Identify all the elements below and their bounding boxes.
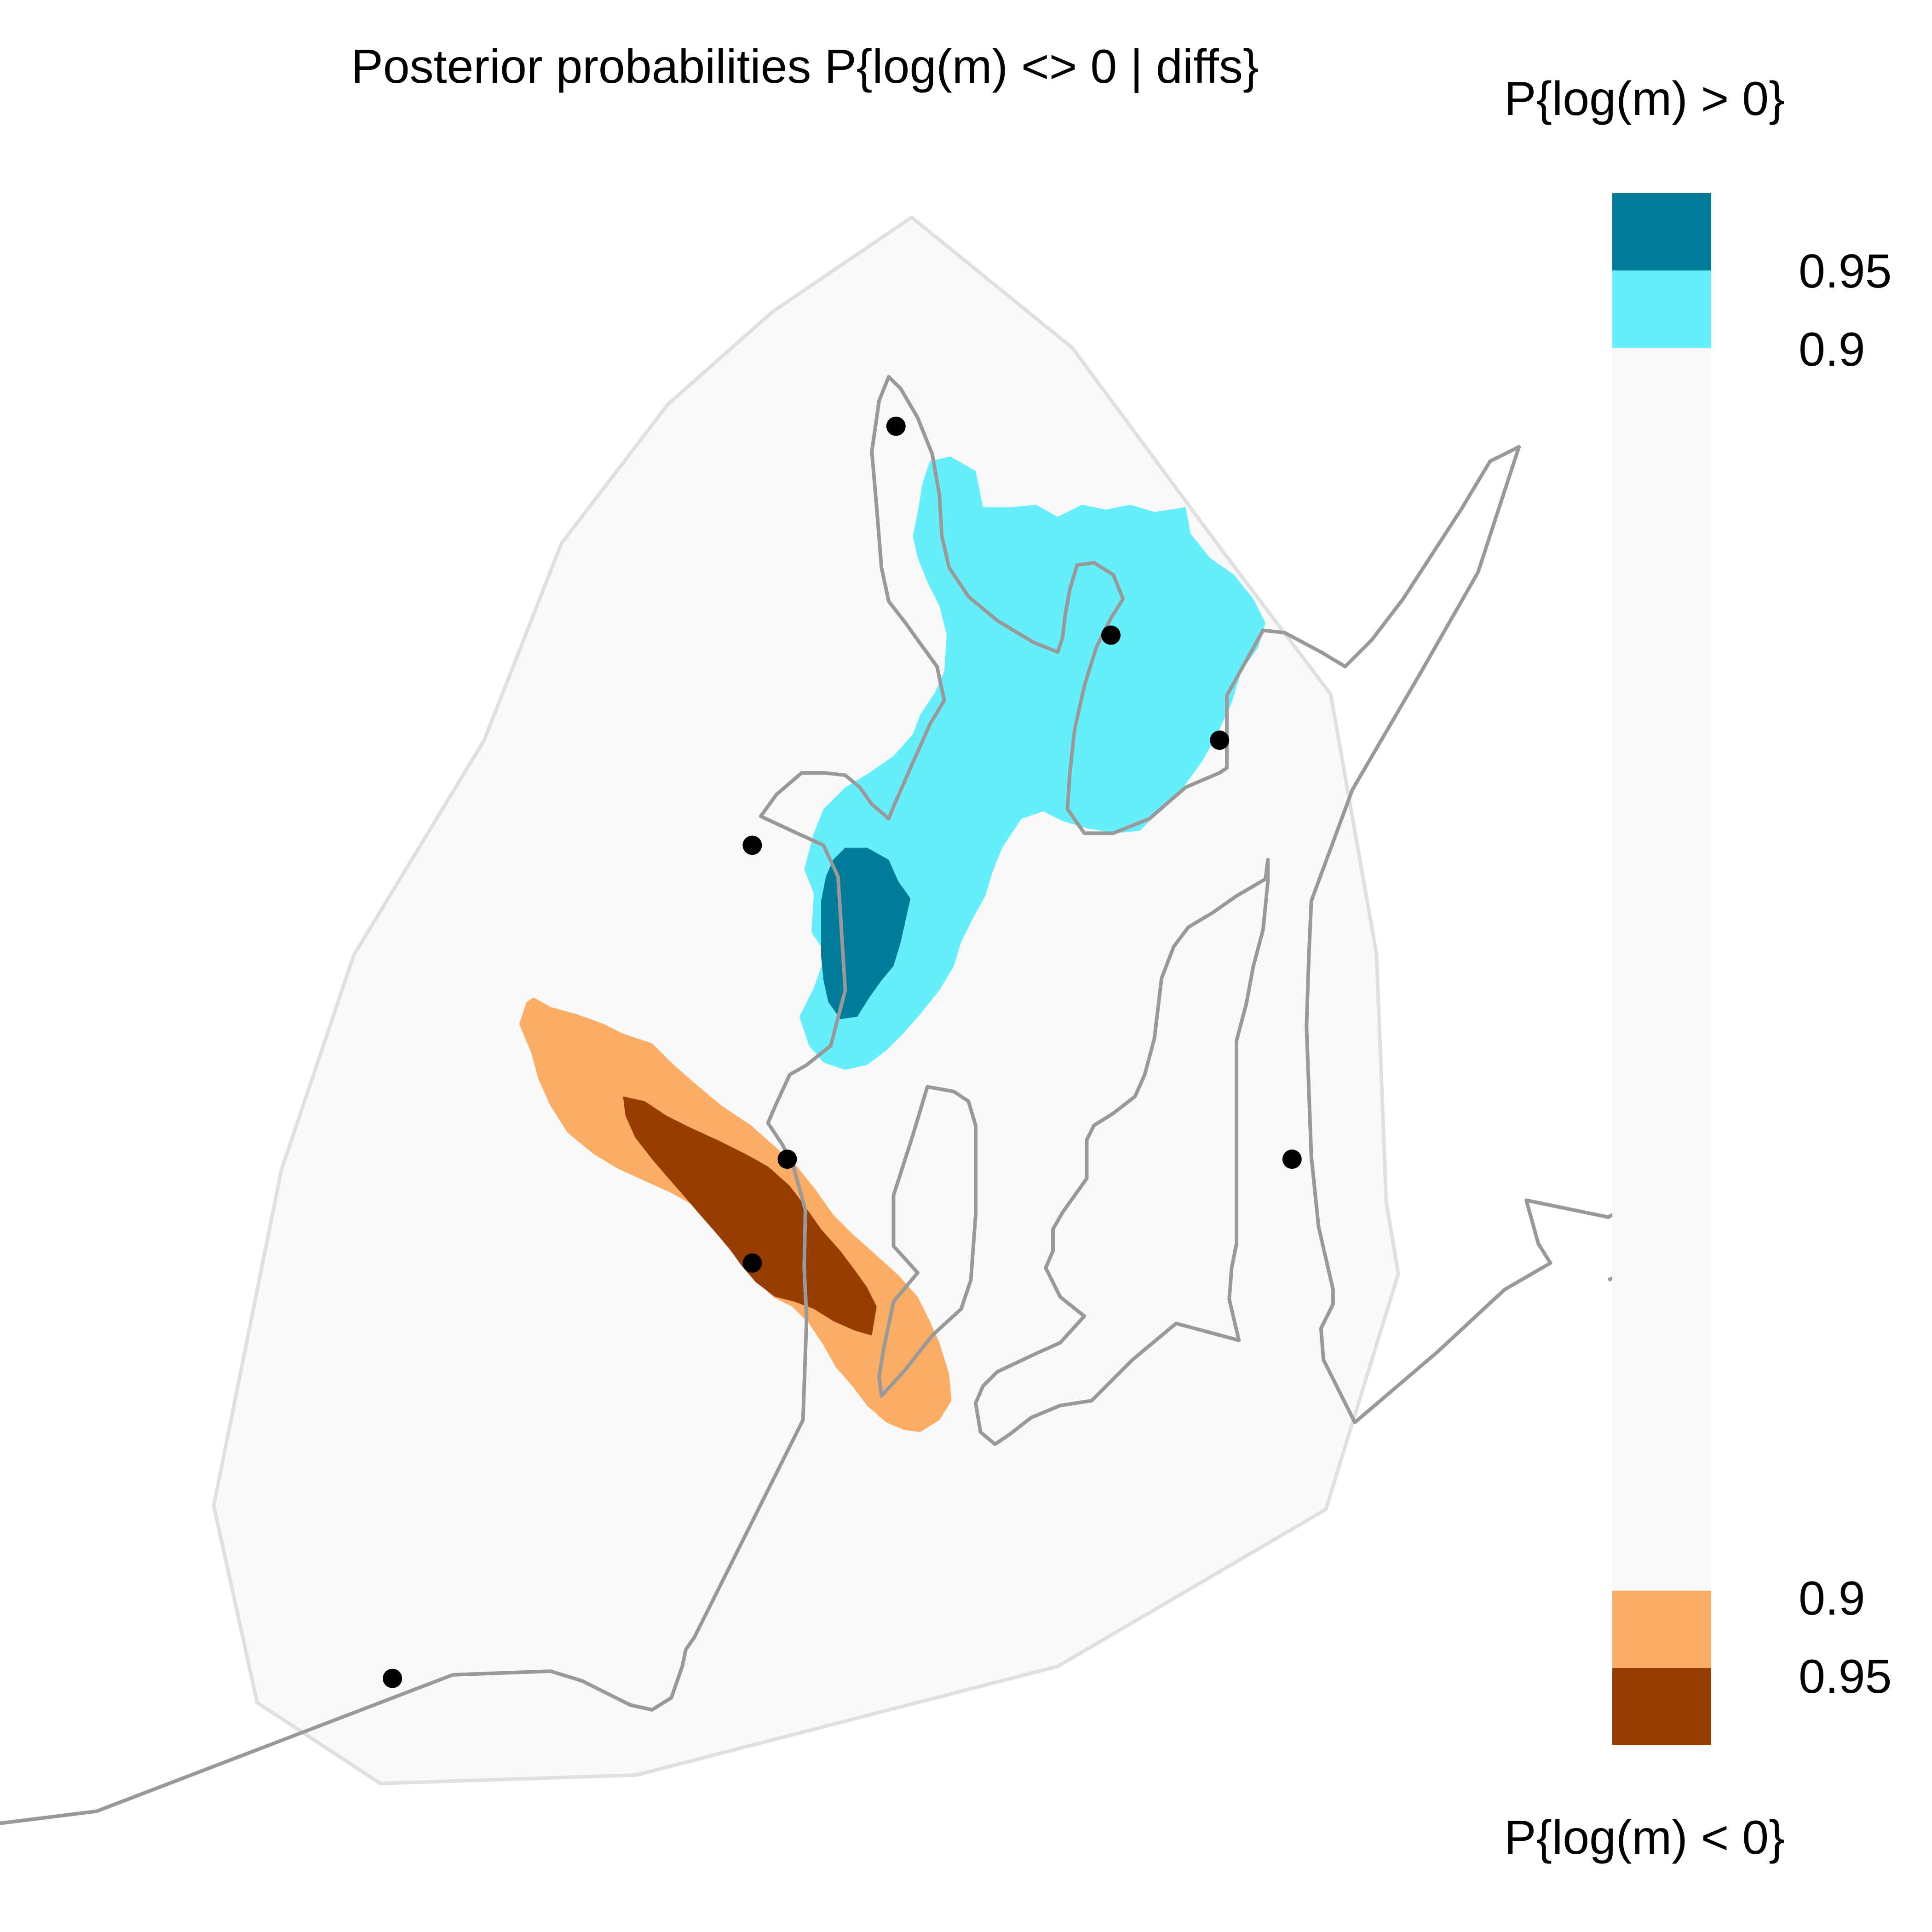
sample-site-point	[742, 1253, 762, 1273]
legend-bin-label: 0.9	[1799, 323, 1865, 376]
map-negative-0.95	[623, 1096, 877, 1336]
sample-site-point	[1282, 1150, 1302, 1169]
map-area	[0, 215, 1641, 1825]
legend-top-title: P{log(m) > 0}	[1504, 72, 1785, 126]
legend: P{log(m) > 0} P{log(m) < 0} 0.950.90.90.…	[1504, 72, 1892, 1864]
legend-colorbar: 0.95 0.9 0.9 0.95	[1612, 193, 1892, 1745]
sample-site-point	[383, 1668, 402, 1688]
legend-bin-label: 0.9	[1799, 1572, 1865, 1625]
legend-bin-swatch	[1612, 348, 1711, 1591]
legend-bin-swatch	[1612, 193, 1711, 270]
map-positive-0.9	[799, 456, 1265, 1070]
sample-site-point	[1210, 730, 1230, 750]
sample-site-point	[1101, 625, 1121, 645]
legend-bin-swatch	[1612, 270, 1711, 348]
legend-bottom-title: P{log(m) < 0}	[1504, 1811, 1785, 1864]
sample-site-point	[777, 1150, 797, 1169]
map-coastline-inner-2	[974, 858, 1270, 1446]
map-group	[0, 215, 1641, 1825]
legend-bin-swatch	[1612, 1591, 1711, 1668]
sample-site-point	[742, 835, 762, 855]
legend-bin-label: 0.95	[1799, 245, 1892, 298]
chart-title: Posterior probabilities P{log(m) <> 0 | …	[351, 40, 1259, 93]
legend-bin-swatch	[1612, 1668, 1711, 1745]
map-coastline-inner	[877, 1085, 978, 1398]
sample-site-point	[886, 416, 906, 436]
map-coastline	[0, 375, 1641, 1825]
legend-bin-label: 0.95	[1799, 1650, 1892, 1703]
